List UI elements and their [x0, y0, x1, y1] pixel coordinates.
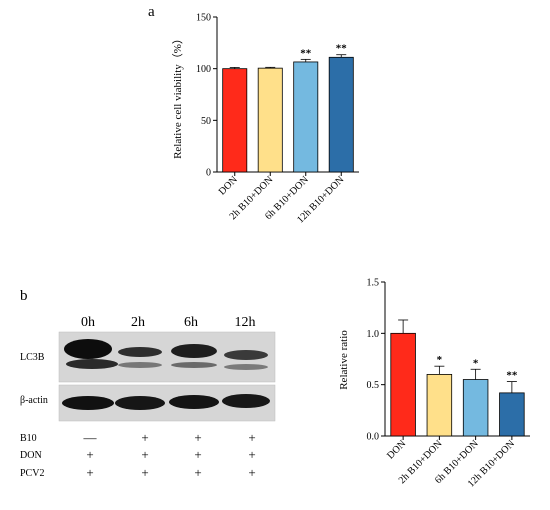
actin-band — [115, 396, 165, 410]
lc3b-band — [118, 362, 162, 368]
y-tick-label: 0.5 — [367, 380, 380, 391]
treatment-mark: + — [194, 465, 201, 480]
treatment-mark: + — [194, 447, 201, 462]
actin-band — [222, 394, 270, 408]
significance-marker: ** — [336, 43, 348, 55]
western-blot: 0h 2h 6h 12h LC3B β-actin B10 DON PCV2 —… — [20, 315, 276, 480]
lc3b-band — [171, 362, 217, 368]
lane-label: 12h — [235, 315, 256, 330]
bar — [462, 379, 489, 437]
y-tick-label: 1.5 — [367, 278, 380, 289]
bar — [426, 373, 453, 437]
lc3b-band — [66, 359, 118, 369]
treatment-mark: + — [141, 465, 148, 480]
lc3b-band — [224, 364, 268, 370]
chart-a: Relative cell viability（%） 050100150DON2… — [171, 13, 359, 226]
x-tick-label: DON — [385, 438, 408, 461]
bar — [390, 332, 416, 437]
treatment-mark: + — [194, 430, 201, 445]
lane-label: 6h — [184, 315, 198, 330]
y-tick-label: 100 — [196, 64, 211, 75]
lc3b-band — [171, 344, 217, 358]
bar — [257, 67, 283, 173]
bar — [328, 56, 354, 173]
panel-b-label: b — [20, 288, 28, 304]
y-tick-label: 50 — [201, 116, 211, 127]
blot-row-label: β-actin — [20, 395, 48, 406]
significance-marker: * — [473, 357, 479, 369]
bar — [293, 61, 319, 173]
lc3b-band — [64, 339, 112, 359]
bar — [222, 68, 248, 173]
lane-label: 0h — [81, 315, 95, 330]
significance-marker: ** — [300, 47, 312, 59]
actin-band — [169, 395, 219, 409]
chart-b-ylabel: Relative ratio — [338, 330, 350, 390]
panel-a-label: a — [148, 4, 155, 20]
treatment-label: PCV2 — [20, 468, 44, 479]
treatment-mark: + — [86, 447, 93, 462]
significance-marker: ** — [506, 370, 518, 382]
blot-row-label: LC3B — [20, 352, 45, 363]
lc3b-band — [224, 350, 268, 360]
lc3b-band — [118, 347, 162, 357]
chart-a-ylabel: Relative cell viability（%） — [171, 33, 184, 159]
actin-band — [62, 396, 114, 410]
y-tick-label: 150 — [196, 13, 211, 24]
y-tick-label: 0 — [206, 168, 211, 179]
treatment-mark: + — [248, 430, 255, 445]
treatment-mark: + — [86, 465, 93, 480]
y-tick-label: 1.0 — [367, 329, 380, 340]
treatment-label: DON — [20, 450, 42, 461]
treatment-mark: — — [83, 430, 98, 445]
x-tick-label: DON — [217, 174, 240, 197]
treatment-mark: + — [248, 465, 255, 480]
significance-marker: * — [437, 354, 443, 366]
treatment-mark: + — [248, 447, 255, 462]
bar — [499, 392, 525, 437]
treatment-label: B10 — [20, 433, 37, 444]
y-tick-label: 0.0 — [367, 432, 380, 443]
lane-label: 2h — [131, 315, 145, 330]
treatment-mark: + — [141, 430, 148, 445]
treatment-mark: + — [141, 447, 148, 462]
